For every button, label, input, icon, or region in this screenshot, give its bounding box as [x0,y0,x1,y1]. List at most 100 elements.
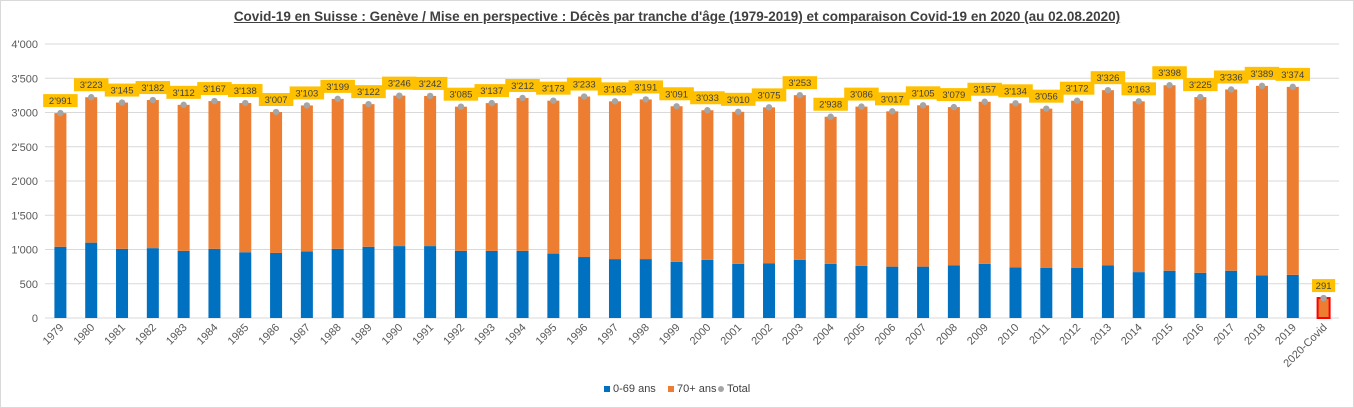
bar-70plus-2014 [1132,101,1145,273]
total-point-2012 [1073,97,1081,104]
data-label-2020-Covid: 291 [1316,281,1332,292]
bar-0-69-1996 [578,257,591,318]
data-label-1988: 3'199 [326,82,349,93]
bar-70plus-1992 [454,106,467,251]
bar-0-69-1993 [485,250,498,318]
bar-0-69-2018 [1255,275,1268,318]
legend-label-0-69: 0-69 ans [613,383,656,395]
data-label-1993: 3'137 [480,86,503,97]
data-label-1979: 2'991 [49,96,72,107]
data-label-box-2019 [1275,67,1311,81]
data-label-box-2008 [936,88,972,102]
total-point-1997 [611,98,619,105]
bar-70plus-2011 [1040,108,1053,268]
data-label-2011: 3'056 [1035,92,1058,103]
data-label-1981: 3'145 [111,86,134,97]
x-tick-label: 2014 [1119,322,1145,348]
data-label-1982: 3'182 [141,83,164,94]
x-tick-label: 1991 [410,322,436,348]
bar-0-69-1990 [393,246,406,318]
bar-70plus-2019 [1286,86,1299,275]
bar-70plus-1995 [547,100,560,254]
y-tick-label: 3'500 [11,73,38,85]
bar-0-69-2010 [1009,267,1022,318]
bar-70plus-2012 [1071,100,1084,268]
x-tick-label: 1995 [534,322,560,348]
data-label-box-2011 [1029,89,1064,103]
bar-0-69-1998 [639,259,652,318]
y-tick-label: 0 [32,313,38,325]
total-point-2006 [889,108,896,115]
total-point-2009 [981,98,988,105]
data-label-box-2013 [1090,71,1126,85]
data-label-1992: 3'085 [449,90,472,101]
bar-70plus-2000 [701,110,714,260]
x-tick-label: 2002 [749,322,775,348]
bar-70plus-1996 [578,96,591,258]
total-point-1993 [488,99,495,107]
bar-70plus-2004 [824,116,837,264]
total-point-2001 [735,108,742,116]
x-tick-label: 1989 [349,322,375,348]
x-tick-label: 1983 [164,322,190,348]
total-point-1989 [365,100,372,108]
legend-item-0-69: 0-69 ans [604,383,656,395]
data-label-box-1999 [659,87,694,101]
x-tick-label: 2010 [996,322,1022,348]
x-tick-label: 2004 [811,322,837,348]
total-point-1979 [57,109,64,117]
bar-0-69-2000 [701,259,714,318]
x-tick-label: 1982 [133,322,159,348]
legend-marker-total [718,386,724,392]
total-point-1992 [457,103,465,110]
x-tick-label: 2001 [719,322,745,348]
bar-0-69-1986 [270,252,283,318]
total-point-2008 [950,103,958,111]
data-label-box-2018 [1244,66,1280,80]
legend-marker-70plus [668,386,674,392]
data-label-1987: 3'103 [295,88,318,99]
x-tick-label: 1981 [102,322,128,348]
data-label-box-2015 [1152,66,1187,80]
bar-70plus-1997 [608,101,621,260]
bar-0-69-1985 [239,252,252,318]
bar-70plus-2009 [978,101,991,264]
total-point-1983 [180,101,187,109]
bar-70plus-2007 [917,105,930,267]
bar-70plus-2015 [1163,85,1176,271]
x-tick-label: 2007 [903,322,929,348]
data-label-2007: 3'105 [912,88,935,99]
bar-70plus-2013 [1101,90,1114,266]
data-label-2000: 3'033 [696,93,719,104]
data-label-2013: 3'326 [1096,73,1119,84]
total-point-1999 [673,103,680,110]
data-label-box-2004 [813,97,848,111]
bar-0-69-2001 [732,263,745,318]
total-point-2003 [796,91,804,99]
bar-0-69-2006 [886,266,899,318]
bar-0-69-2013 [1101,265,1114,318]
data-label-box-2017 [1213,70,1249,84]
bar-0-69-1994 [516,250,529,318]
bar-0-69-2011 [1040,267,1053,318]
total-point-1994 [519,94,526,102]
total-point-2017 [1227,86,1235,93]
bar-0-69-1987 [300,251,313,318]
bar-0-69-1984 [208,248,221,318]
x-tick-label: 1992 [441,322,467,348]
bar-0-69-2003 [793,259,806,318]
bar-70plus-2006 [886,111,899,267]
chart-title: Covid-19 en Suisse : Genève / Mise en pe… [233,9,1121,24]
data-label-box-2007 [905,86,941,100]
data-label-box-1992 [443,87,479,101]
total-point-2016 [1197,93,1204,101]
bar-0-69-1988 [331,248,344,318]
total-point-1990 [396,92,403,99]
total-point-1995 [550,97,557,104]
total-point-1981 [118,99,126,106]
total-point-2011 [1043,105,1050,112]
bar-0-69-2008 [947,265,960,318]
bar-70plus-1979 [54,113,67,247]
total-point-2005 [858,103,865,110]
total-point-1988 [334,95,341,103]
